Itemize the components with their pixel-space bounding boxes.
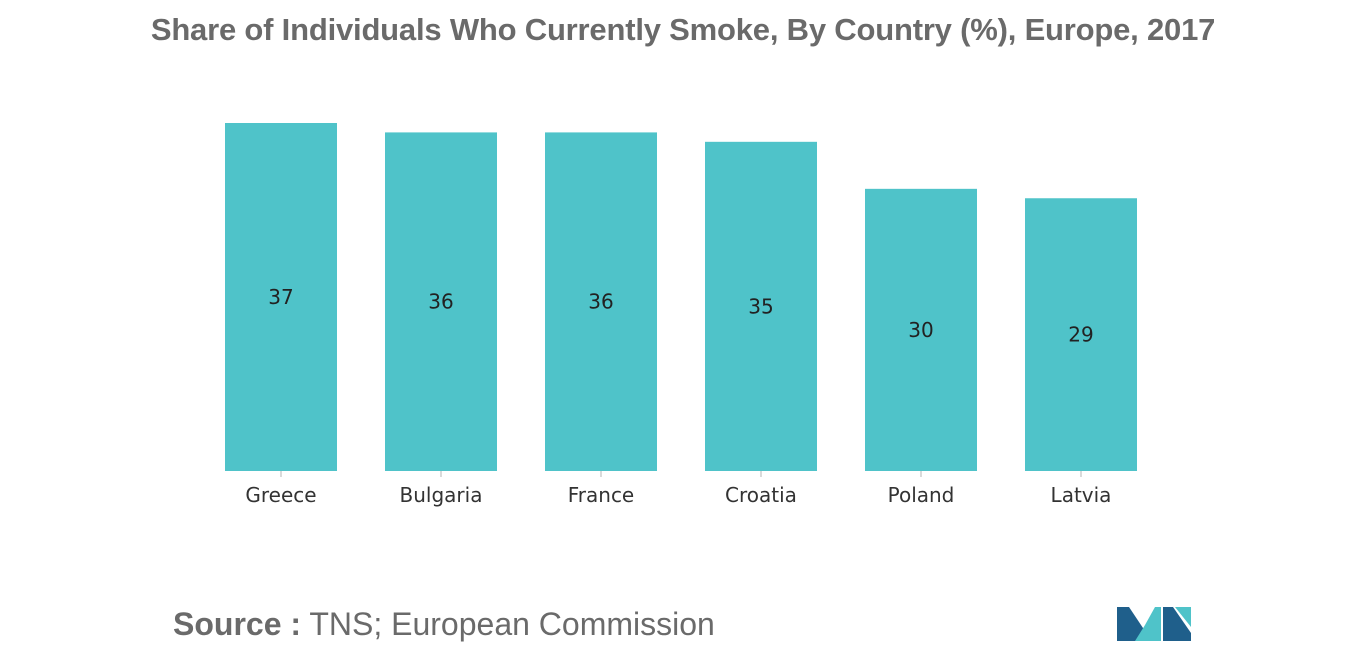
bar-latvia [1025,198,1137,472]
bar-france [545,132,657,472]
data-label-croatia: 35 [748,294,773,318]
data-label-france: 36 [588,290,613,314]
x-tick-label-latvia: Latvia [1051,483,1112,507]
chart-title: Share of Individuals Who Currently Smoke… [150,12,1216,47]
bar-poland [865,188,977,472]
x-tick-label-poland: Poland [888,483,955,507]
data-label-latvia: 29 [1068,323,1093,347]
bar-croatia [705,141,817,472]
bar-greece [225,123,337,471]
x-tick-label-france: France [568,483,635,507]
data-label-poland: 30 [908,318,933,342]
bar-chart: 37 Greece 36 Bulgaria 36 France 35 Croatia 30 Pol… [225,123,1137,507]
x-tick-label-greece: Greece [245,483,316,507]
brand-logo-icon [1117,607,1191,641]
data-label-bulgaria: 36 [428,290,453,314]
data-label-greece: 37 [268,285,293,309]
x-tick-label-croatia: Croatia [725,483,797,507]
x-tick-label-bulgaria: Bulgaria [400,483,483,507]
source-label: Source : [173,606,302,642]
source-text: TNS; European Commission [309,606,715,642]
bar-bulgaria [385,132,497,472]
source-note: Source : TNS; European Commission [173,606,715,643]
